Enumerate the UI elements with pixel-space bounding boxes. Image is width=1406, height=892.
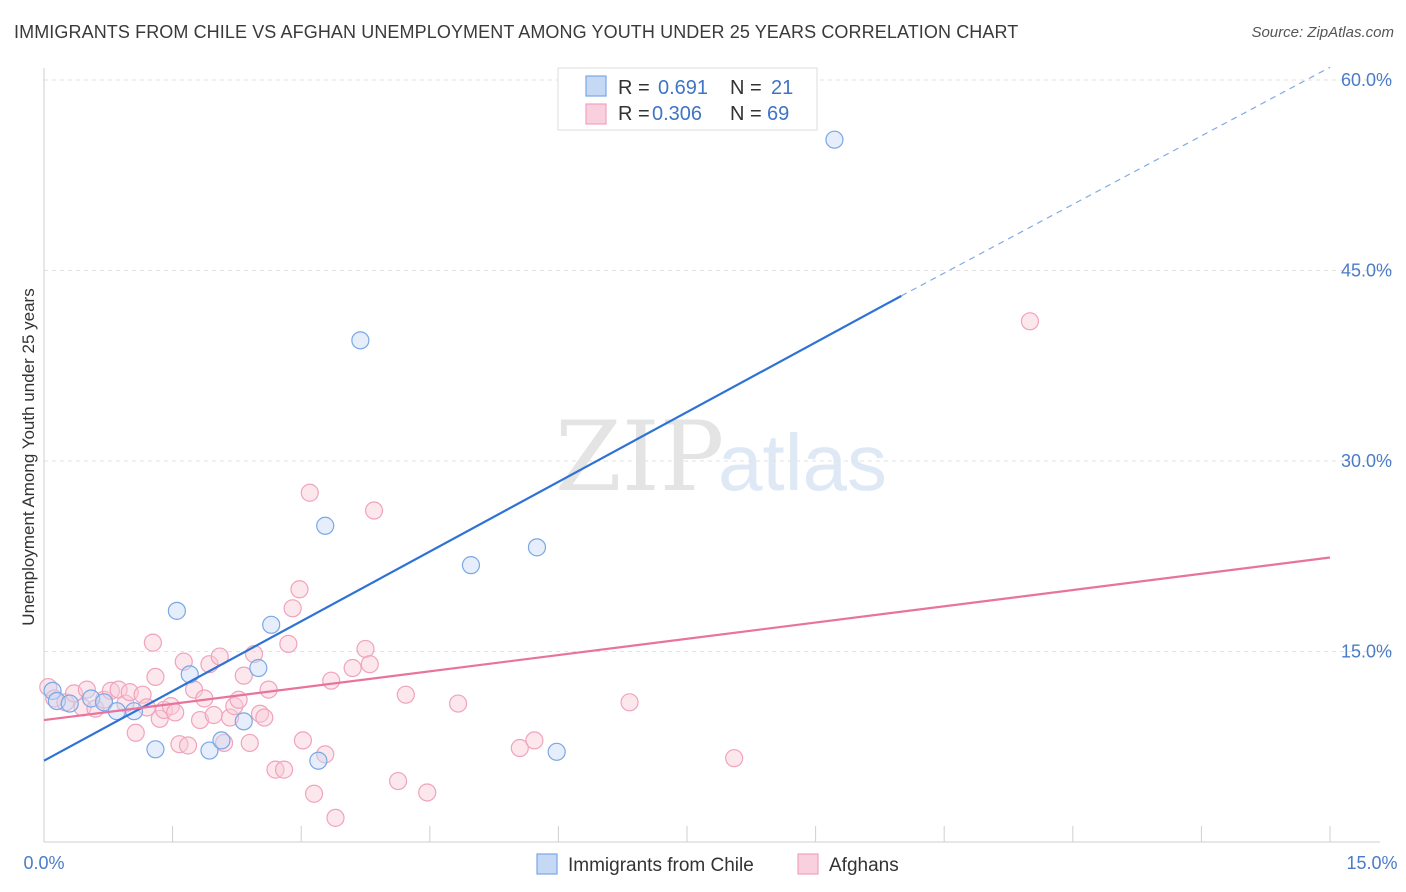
chart-title: IMMIGRANTS FROM CHILE VS AFGHAN UNEMPLOY… xyxy=(14,22,1019,42)
afghans-point xyxy=(1020,312,1040,331)
afghans-point xyxy=(283,599,302,618)
chile-point xyxy=(351,331,370,350)
afghans-point xyxy=(166,703,185,722)
afghans-point xyxy=(290,580,309,599)
y-tick-label: 60.0% xyxy=(1341,70,1392,90)
chile-point xyxy=(461,556,481,575)
y-axis-title: Unemployment Among Youth under 25 years xyxy=(19,288,38,625)
afghans-point xyxy=(725,749,744,768)
y-tick-label: 45.0% xyxy=(1341,261,1392,281)
bottom-legend-label-afghans: Afghans xyxy=(829,855,899,876)
chile-points xyxy=(43,130,844,770)
chile-point xyxy=(309,751,328,770)
afghans-point xyxy=(620,693,639,712)
chile-point xyxy=(262,615,281,634)
legend-n-value-1: 21 xyxy=(771,77,793,99)
legend-n-label-1: N = xyxy=(730,77,762,99)
afghans-trendline xyxy=(43,556,1331,722)
afghans-point xyxy=(178,736,198,755)
afghans-point xyxy=(77,680,96,699)
chile-trendline-extension xyxy=(901,66,1331,297)
chile-point xyxy=(167,601,186,620)
afghans-point xyxy=(388,771,408,791)
chile-point xyxy=(234,712,253,731)
y-tick-label: 15.0% xyxy=(1341,642,1392,662)
chile-point xyxy=(43,681,62,700)
afghans-point xyxy=(293,731,313,750)
legend-r-label-2: R = xyxy=(618,103,650,125)
x-tick-label-min: 0.0% xyxy=(23,853,64,873)
axes xyxy=(43,68,1380,843)
afghans-point xyxy=(190,710,210,730)
afghans-point xyxy=(360,655,379,674)
legend-n-value-2: 69 xyxy=(767,103,789,125)
chile-point xyxy=(94,693,114,712)
chile-point xyxy=(180,665,199,684)
chart-source: Source: ZipAtlas.com xyxy=(1251,24,1394,41)
chile-point xyxy=(200,741,219,760)
afghans-point xyxy=(304,784,324,803)
chile-point xyxy=(146,740,165,759)
afghans-point xyxy=(448,694,468,713)
chile-point xyxy=(825,130,844,149)
bottom-legend-label-chile: Immigrants from Chile xyxy=(568,855,754,876)
afghans-point xyxy=(101,681,120,700)
afghans-point xyxy=(356,639,375,659)
bottom-legend-swatch-afghans xyxy=(797,853,819,875)
afghans-point xyxy=(259,680,278,699)
chile-point xyxy=(249,658,268,678)
afghans-point xyxy=(364,501,384,520)
afghans-point xyxy=(525,731,544,750)
legend-n-label-2: N = xyxy=(730,103,762,125)
afghans-point xyxy=(326,808,345,827)
correlation-legend: R = 0.691 N = 21 R = 0.306 N = 69 xyxy=(557,67,818,131)
chile-point xyxy=(212,731,231,750)
trendlines xyxy=(43,66,1331,762)
afghans-point xyxy=(396,685,415,704)
afghans-point xyxy=(150,709,169,728)
afghans-point xyxy=(214,733,234,753)
chile-point xyxy=(547,742,566,761)
afghans-point xyxy=(274,760,294,779)
afghans-point xyxy=(255,708,274,727)
afghans-point xyxy=(126,723,145,742)
afghans-point xyxy=(143,633,162,652)
chile-point xyxy=(527,538,547,557)
legend-swatch-afghans xyxy=(585,103,607,125)
chile-point xyxy=(316,516,335,535)
legend-r-label-1: R = xyxy=(618,77,650,99)
watermark-zip: ZIP xyxy=(555,401,724,513)
gridlines xyxy=(44,79,1392,652)
chile-trendline xyxy=(43,294,902,762)
legend-swatch-chile xyxy=(585,75,607,97)
y-tick-label: 30.0% xyxy=(1341,451,1392,471)
afghans-point xyxy=(343,658,362,678)
afghans-point xyxy=(418,783,437,802)
afghans-point xyxy=(240,733,259,753)
afghans-point xyxy=(146,667,165,687)
x-tick-label-max: 15.0% xyxy=(1346,853,1397,873)
afghans-point xyxy=(279,634,298,653)
afghans-point xyxy=(510,738,529,758)
afghans-point xyxy=(234,666,253,685)
watermark-atlas: atlas xyxy=(718,418,887,507)
afghans-point xyxy=(300,483,319,502)
afghans-point xyxy=(204,705,223,725)
legend-r-value-1: 0.691 xyxy=(658,77,708,99)
chile-point xyxy=(60,694,79,713)
afghans-point xyxy=(316,745,335,764)
bottom-legend-swatch-chile xyxy=(536,853,558,875)
series-legend: Immigrants from Chile Afghans xyxy=(536,853,899,876)
y-tick-labels: 15.0% 30.0% 45.0% 60.0% xyxy=(1341,70,1392,662)
afghans-point xyxy=(220,708,240,727)
legend-r-value-2: 0.306 xyxy=(652,103,702,125)
x-ticks xyxy=(43,826,1331,842)
afghans-points xyxy=(39,312,1040,827)
afghans-point xyxy=(322,671,341,690)
